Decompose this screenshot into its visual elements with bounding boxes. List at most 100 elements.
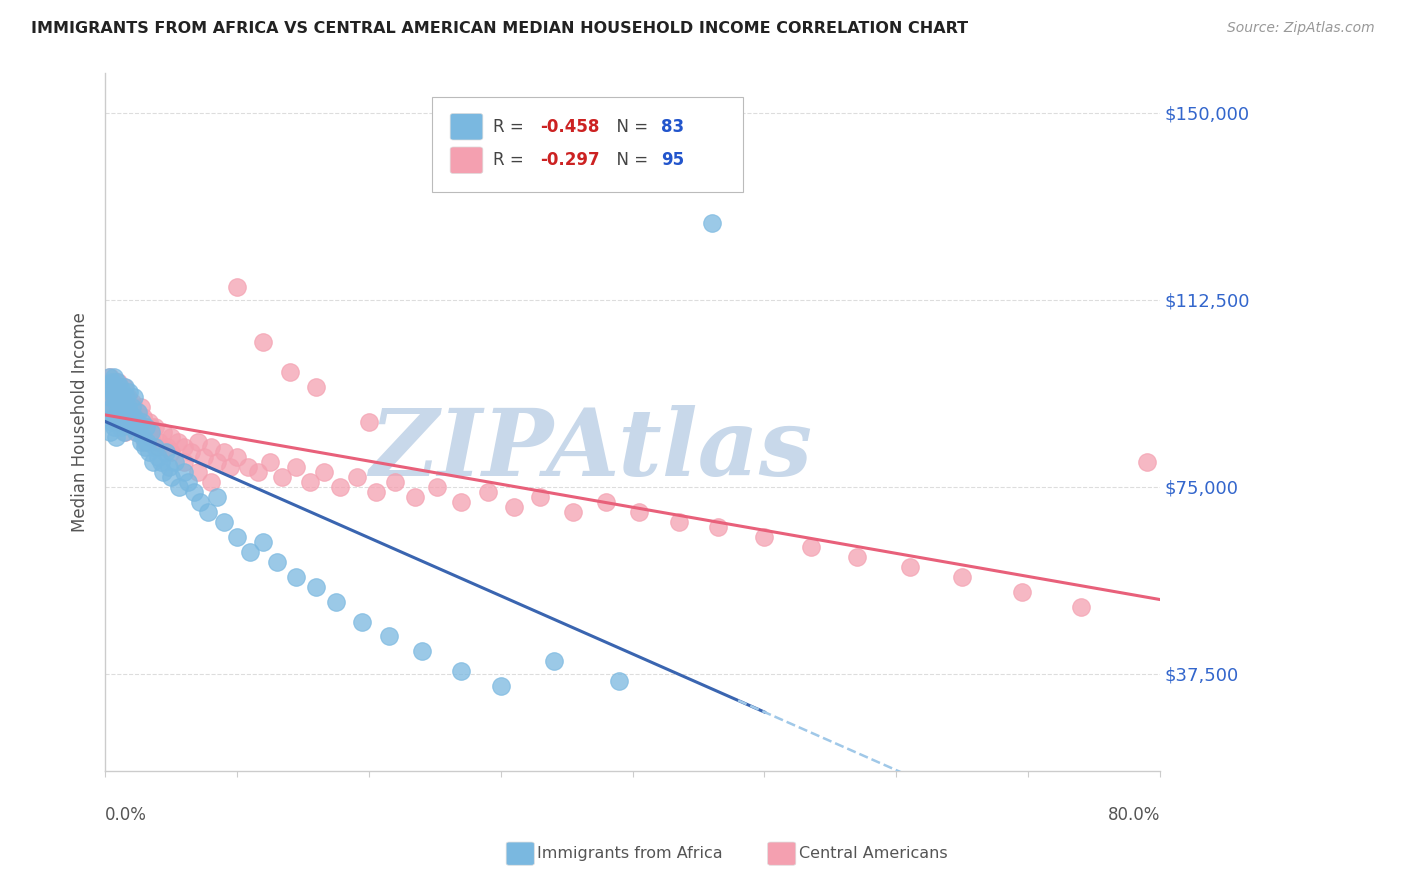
Point xyxy=(141,430,163,444)
Point xyxy=(252,534,274,549)
Point xyxy=(183,484,205,499)
Point xyxy=(314,465,336,479)
Point xyxy=(543,655,565,669)
FancyBboxPatch shape xyxy=(450,147,482,174)
Point xyxy=(270,470,292,484)
Point xyxy=(239,545,262,559)
Point xyxy=(259,455,281,469)
Point xyxy=(477,484,499,499)
Point xyxy=(128,420,150,434)
Point xyxy=(1011,584,1033,599)
Point xyxy=(110,420,132,434)
Point xyxy=(160,430,183,444)
Point xyxy=(122,410,145,425)
Point xyxy=(226,280,249,294)
Point xyxy=(177,475,200,489)
Point xyxy=(700,216,723,230)
Point xyxy=(101,375,124,389)
Point xyxy=(97,380,120,394)
Point xyxy=(103,380,125,394)
Point xyxy=(152,465,174,479)
Point xyxy=(101,400,124,414)
Point xyxy=(226,530,249,544)
Point xyxy=(236,459,259,474)
Point xyxy=(107,375,129,389)
Point xyxy=(103,390,125,404)
Point xyxy=(107,400,129,414)
Point xyxy=(98,370,121,384)
Point xyxy=(118,405,141,419)
Point xyxy=(115,415,138,429)
Point xyxy=(167,480,190,494)
Point xyxy=(364,484,387,499)
Point xyxy=(136,435,159,450)
Point xyxy=(108,405,131,419)
Point xyxy=(122,400,145,414)
Point xyxy=(404,490,426,504)
Point xyxy=(131,415,153,429)
Point xyxy=(107,415,129,429)
Point xyxy=(226,450,249,464)
Point xyxy=(118,385,141,400)
Point xyxy=(138,415,160,429)
Point xyxy=(200,475,222,489)
Point xyxy=(125,405,148,419)
Point xyxy=(117,400,139,414)
Point xyxy=(377,630,399,644)
Point xyxy=(800,540,823,554)
Y-axis label: Median Household Income: Median Household Income xyxy=(72,312,89,532)
Text: N =: N = xyxy=(606,152,654,169)
Point xyxy=(98,405,121,419)
Point xyxy=(132,410,155,425)
Text: Source: ZipAtlas.com: Source: ZipAtlas.com xyxy=(1227,21,1375,35)
Point xyxy=(115,390,138,404)
Point xyxy=(1136,455,1159,469)
Point xyxy=(108,380,131,394)
Point xyxy=(384,475,406,489)
Point xyxy=(115,415,138,429)
Point xyxy=(754,530,776,544)
Point xyxy=(173,455,195,469)
Point xyxy=(100,390,122,404)
Text: R =: R = xyxy=(494,152,530,169)
Point xyxy=(266,555,288,569)
Point xyxy=(668,515,690,529)
Point xyxy=(212,515,235,529)
Point xyxy=(120,415,142,429)
Point xyxy=(112,425,135,439)
Point xyxy=(141,425,163,439)
Point xyxy=(101,410,124,425)
Point xyxy=(134,435,156,450)
Point xyxy=(104,415,127,429)
Point xyxy=(346,470,368,484)
FancyBboxPatch shape xyxy=(432,97,744,192)
Point xyxy=(180,445,202,459)
Point xyxy=(152,425,174,439)
FancyBboxPatch shape xyxy=(450,113,482,140)
Point xyxy=(121,400,143,414)
Point xyxy=(129,435,152,450)
Point xyxy=(156,440,179,454)
Point xyxy=(450,495,472,509)
Point xyxy=(157,459,180,474)
Point xyxy=(143,440,166,454)
Point xyxy=(138,445,160,459)
Point xyxy=(101,415,124,429)
Point xyxy=(107,385,129,400)
Point xyxy=(142,455,165,469)
Point xyxy=(278,365,301,379)
Point xyxy=(104,395,127,409)
Point xyxy=(103,420,125,434)
Point xyxy=(121,395,143,409)
Point xyxy=(105,410,128,425)
Point xyxy=(114,380,136,394)
Point xyxy=(628,505,651,519)
Point xyxy=(197,505,219,519)
Text: ZIPAtlas: ZIPAtlas xyxy=(368,405,813,495)
Point xyxy=(97,390,120,404)
Point xyxy=(529,490,551,504)
Text: 80.0%: 80.0% xyxy=(1108,806,1160,824)
Point xyxy=(207,455,229,469)
Point xyxy=(200,440,222,454)
Point xyxy=(357,415,380,429)
